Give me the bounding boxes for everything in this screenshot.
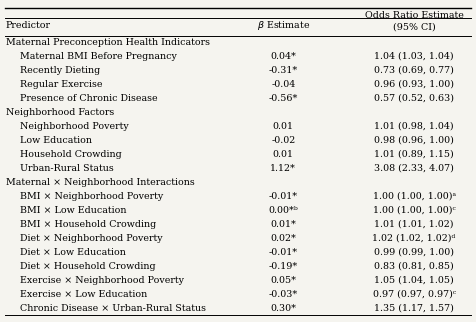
Text: -0.01*: -0.01*: [268, 248, 298, 257]
Text: 0.05*: 0.05*: [270, 276, 296, 285]
Text: BMI × Low Education: BMI × Low Education: [14, 206, 127, 215]
Text: 1.01 (0.98, 1.04): 1.01 (0.98, 1.04): [374, 122, 454, 131]
Text: 0.00*ᵇ: 0.00*ᵇ: [268, 206, 298, 215]
Text: -0.04: -0.04: [271, 80, 295, 89]
Text: 0.30*: 0.30*: [270, 304, 296, 313]
Text: 0.97 (0.97, 0.97)ᶜ: 0.97 (0.97, 0.97)ᶜ: [373, 290, 456, 299]
Text: Diet × Neighborhood Poverty: Diet × Neighborhood Poverty: [14, 234, 163, 243]
Text: 0.96 (0.93, 1.00): 0.96 (0.93, 1.00): [374, 80, 454, 89]
Text: 0.04*: 0.04*: [270, 52, 296, 61]
Text: 1.02 (1.02, 1.02)ᵈ: 1.02 (1.02, 1.02)ᵈ: [373, 234, 456, 243]
Text: Diet × Household Crowding: Diet × Household Crowding: [14, 262, 156, 271]
Text: $\beta$ Estimate: $\beta$ Estimate: [257, 19, 310, 32]
Text: 0.01: 0.01: [273, 150, 294, 159]
Text: BMI × Neighborhood Poverty: BMI × Neighborhood Poverty: [14, 192, 164, 201]
Text: 3.08 (2.33, 4.07): 3.08 (2.33, 4.07): [374, 164, 454, 173]
Text: 0.99 (0.99, 1.00): 0.99 (0.99, 1.00): [374, 248, 454, 257]
Text: 1.04 (1.03, 1.04): 1.04 (1.03, 1.04): [374, 52, 454, 61]
Text: 1.00 (1.00, 1.00)ᵃ: 1.00 (1.00, 1.00)ᵃ: [373, 192, 456, 201]
Text: 0.02*: 0.02*: [270, 234, 296, 243]
Text: 0.01*: 0.01*: [270, 220, 296, 229]
Text: Neighborhood Factors: Neighborhood Factors: [6, 108, 114, 117]
Text: 1.35 (1.17, 1.57): 1.35 (1.17, 1.57): [374, 304, 454, 313]
Text: Household Crowding: Household Crowding: [14, 150, 122, 159]
Text: 0.98 (0.96, 1.00): 0.98 (0.96, 1.00): [374, 136, 454, 145]
Text: Exercise × Low Education: Exercise × Low Education: [14, 290, 148, 299]
Text: Odds Ratio Estimate
(95% CI): Odds Ratio Estimate (95% CI): [365, 11, 464, 31]
Text: Recently Dieting: Recently Dieting: [14, 66, 100, 75]
Text: Diet × Low Education: Diet × Low Education: [14, 248, 126, 257]
Text: 1.05 (1.04, 1.05): 1.05 (1.04, 1.05): [374, 276, 454, 285]
Text: -0.19*: -0.19*: [268, 262, 298, 271]
Text: Regular Exercise: Regular Exercise: [14, 80, 103, 89]
Text: Predictor: Predictor: [6, 21, 51, 30]
Text: Maternal Preconception Health Indicators: Maternal Preconception Health Indicators: [6, 38, 210, 47]
Text: BMI × Household Crowding: BMI × Household Crowding: [14, 220, 157, 229]
Text: 0.57 (0.52, 0.63): 0.57 (0.52, 0.63): [374, 94, 454, 103]
Text: 0.73 (0.69, 0.77): 0.73 (0.69, 0.77): [374, 66, 454, 75]
Text: Maternal × Neighborhood Interactions: Maternal × Neighborhood Interactions: [6, 178, 195, 187]
Text: 1.12*: 1.12*: [270, 164, 296, 173]
Text: Low Education: Low Education: [14, 136, 92, 145]
Text: 1.01 (1.01, 1.02): 1.01 (1.01, 1.02): [374, 220, 454, 229]
Text: -0.03*: -0.03*: [268, 290, 298, 299]
Text: 1.00 (1.00, 1.00)ᶜ: 1.00 (1.00, 1.00)ᶜ: [373, 206, 456, 215]
Text: Neighborhood Poverty: Neighborhood Poverty: [14, 122, 129, 131]
Text: -0.56*: -0.56*: [268, 94, 298, 103]
Text: 0.01: 0.01: [273, 122, 294, 131]
Text: Presence of Chronic Disease: Presence of Chronic Disease: [14, 94, 158, 103]
Text: Maternal BMI Before Pregnancy: Maternal BMI Before Pregnancy: [14, 52, 177, 61]
Text: -0.02: -0.02: [271, 136, 295, 145]
Text: -0.31*: -0.31*: [268, 66, 298, 75]
Text: Chronic Disease × Urban-Rural Status: Chronic Disease × Urban-Rural Status: [14, 304, 206, 313]
Text: -0.01*: -0.01*: [268, 192, 298, 201]
Text: Urban-Rural Status: Urban-Rural Status: [14, 164, 114, 173]
Text: Exercise × Neighborhood Poverty: Exercise × Neighborhood Poverty: [14, 276, 184, 285]
Text: 1.01 (0.89, 1.15): 1.01 (0.89, 1.15): [374, 150, 454, 159]
Text: 0.83 (0.81, 0.85): 0.83 (0.81, 0.85): [374, 262, 454, 271]
